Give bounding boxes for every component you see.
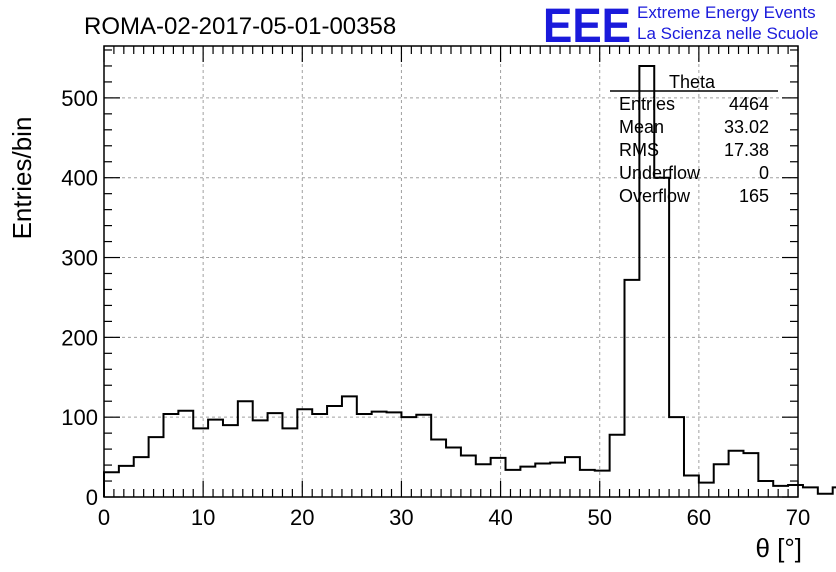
histogram-bin [312,414,327,497]
histogram-bin [223,425,238,497]
histogram-bin [446,448,461,497]
histogram-bin [119,466,134,497]
x-tick-label: 10 [191,505,215,530]
histogram-bin [208,420,223,497]
histogram-bin [758,481,773,497]
stats-value: 4464 [729,94,769,114]
histogram-bin [297,409,312,497]
stats-value: 0 [759,163,769,183]
stats-label: Mean [619,117,664,137]
histogram-bin [714,464,729,497]
histogram-bin [149,437,164,497]
x-tick-label: 30 [389,505,413,530]
histogram-bin [684,475,699,497]
histogram-bin [431,440,446,497]
histogram-bin [803,487,818,497]
histogram-bin [565,457,580,497]
histogram-bin [535,463,550,497]
stats-label: Overflow [619,186,691,206]
histogram-bin [610,435,625,497]
x-tick-label: 40 [488,505,512,530]
chart-title: ROMA-02-2017-05-01-00358 [84,13,396,40]
histogram-bin [625,280,640,497]
x-tick-label: 70 [786,505,810,530]
y-tick-label: 300 [61,246,98,271]
histogram-outline [103,64,836,497]
histogram-bin [506,470,521,497]
histogram-bin [342,396,357,497]
stats-label: Entries [619,94,675,114]
x-tick-label: 60 [687,505,711,530]
histogram-bin [282,428,297,497]
stats-label: Underflow [619,163,701,183]
y-tick-label: 100 [61,405,98,430]
stats-box: Theta Entries 4464 Mean 33.02 RMS 17.38 Underf… [610,72,778,206]
histogram-bin [520,467,535,497]
stats-value: 165 [739,186,769,206]
y-axis-label: Entries/bin [7,117,37,240]
y-tick-label: 200 [61,325,98,350]
histogram-bin [818,494,833,497]
histogram-bin [163,414,178,497]
histogram-bin [580,470,595,497]
histogram [103,64,836,497]
histogram-bin [372,412,387,497]
histogram-bin [654,178,669,497]
histogram-bin [327,406,342,497]
stats-label: RMS [619,140,659,160]
y-tick-label: 0 [86,485,98,510]
histogram-bin [461,455,476,497]
stats-value: 33.02 [724,117,769,137]
histogram-bin [729,451,744,497]
y-tick-label: 500 [61,86,98,111]
histogram-bin [550,463,565,497]
histogram-bin [238,401,253,497]
histogram-bin [253,420,268,497]
histogram-bin [669,417,684,497]
stats-value: 17.38 [724,140,769,160]
histogram-bin [491,458,506,497]
histogram-bin [773,486,788,497]
y-tick-label: 400 [61,166,98,191]
logo-line-2: La Scienza nelle Scuole [637,24,818,43]
histogram-bin [476,464,491,497]
histogram-bin [134,457,149,497]
histogram-bin [788,485,803,497]
x-axis-label: θ [°] [755,533,802,563]
x-tick-label: 0 [98,505,110,530]
histogram-bin [699,483,714,497]
histogram-bin [743,453,758,497]
histogram-bin [595,471,610,497]
x-tick-label: 20 [290,505,314,530]
histogram-bin [178,411,193,497]
stats-name: Theta [669,72,716,92]
histogram-bin [401,417,416,497]
histogram-bin [416,415,431,497]
histogram-bin [104,472,119,497]
histogram-bin [193,428,208,497]
histogram-bin [268,413,283,497]
histogram-bin [387,412,402,497]
axes: 0 10 20 30 40 50 60 70 0 100 200 300 400 500 [61,45,810,530]
logo: EEE Extreme Energy Events La Scienza nel… [543,0,818,53]
logo-mark: EEE [543,0,631,53]
x-tick-label: 50 [587,505,611,530]
logo-line-1: Extreme Energy Events [637,3,816,22]
histogram-bin [357,414,372,497]
